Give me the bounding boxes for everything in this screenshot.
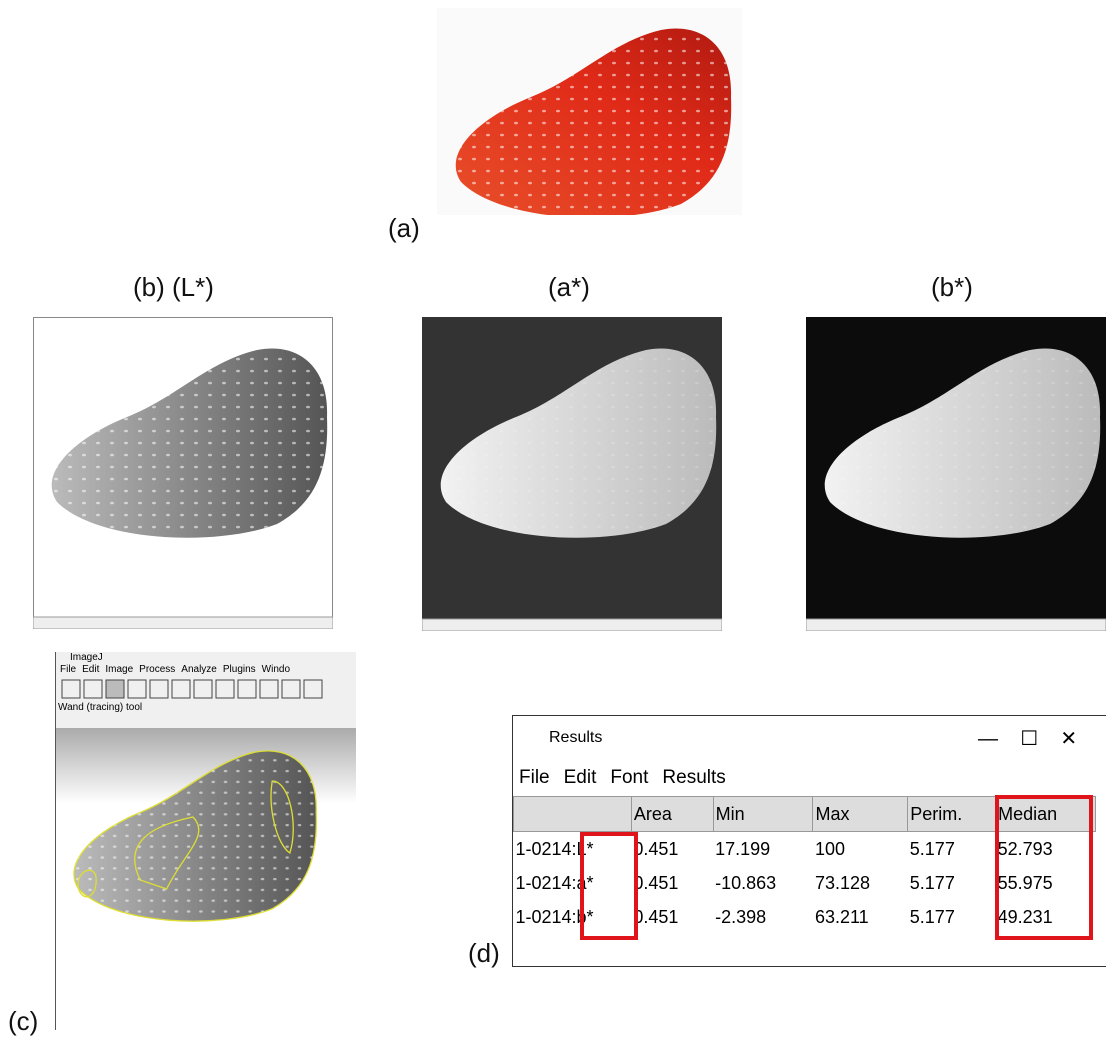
status-bar: Wand (tracing) tool <box>58 702 142 713</box>
menu-item[interactable]: Font <box>610 767 648 788</box>
table-cell: 55.975 <box>996 866 1096 900</box>
table-cell: 52.793 <box>996 832 1096 867</box>
header-cell: Min <box>713 797 813 832</box>
table-cell: 100 <box>813 832 908 867</box>
window-controls[interactable]: — ☐ ✕ <box>978 726 1077 751</box>
traced-image <box>56 728 356 1030</box>
header-cell <box>514 797 632 832</box>
table-cell: 1-0214:L* <box>514 832 632 867</box>
table-cell: 0.451 <box>631 832 713 867</box>
imagej-window: ImageJ File Edit Image Process Analyze Plugin… <box>55 652 356 1030</box>
table-cell: -10.863 <box>713 866 813 900</box>
menu-item[interactable]: Image <box>105 664 133 675</box>
menu-item[interactable]: Analyze <box>181 664 217 675</box>
header-cell: Area <box>631 797 713 832</box>
table-cell: -2.398 <box>713 900 813 934</box>
toolbar <box>60 677 350 701</box>
menu-item[interactable]: File <box>60 664 76 675</box>
table-cell: 1-0214:a* <box>514 866 632 900</box>
table-cell: 1-0214:b* <box>514 900 632 934</box>
menu-item[interactable]: File <box>519 767 550 788</box>
photo-a <box>437 8 742 215</box>
panel-label: (b) (L*) <box>133 272 214 303</box>
header-cell: Max <box>813 797 908 832</box>
menu-item[interactable]: Windo <box>262 664 290 675</box>
image-b <box>806 317 1106 631</box>
table-cell: 5.177 <box>908 832 996 867</box>
window-title: ImageJ <box>56 652 356 664</box>
menu-item[interactable]: Edit <box>82 664 99 675</box>
panel-label: (c) <box>8 1006 38 1037</box>
panel-label: (a) <box>388 213 420 244</box>
table-cell: 0.451 <box>631 866 713 900</box>
figure: (a) (b) (L*) (a*) (b*) ImageJ FileEditIm… <box>0 0 1106 1039</box>
table-cell: 63.211 <box>813 900 908 934</box>
table-cell: 5.177 <box>908 866 996 900</box>
panel-label: (b*) <box>931 272 973 303</box>
image-a <box>422 317 722 631</box>
image-l <box>33 317 333 629</box>
menu-item[interactable]: Edit <box>564 767 597 788</box>
menu-bar: File Edit Image Process Analyze Plugins Windo <box>56 664 356 676</box>
table-cell: 49.231 <box>996 900 1096 934</box>
table-cell: 5.177 <box>908 900 996 934</box>
table-cell: 0.451 <box>631 900 713 934</box>
header-cell: Median <box>996 797 1096 832</box>
table-cell: 73.128 <box>813 866 908 900</box>
menu-bar: File Edit Font Results <box>513 760 1106 796</box>
panel-label: (d) <box>468 938 500 969</box>
header-cell: Perim. <box>908 797 996 832</box>
panel-label: (a*) <box>548 272 590 303</box>
menu-item[interactable]: Results <box>662 767 725 788</box>
table-cell: 17.199 <box>713 832 813 867</box>
menu-item[interactable]: Process <box>139 664 175 675</box>
menu-item[interactable]: Plugins <box>223 664 256 675</box>
